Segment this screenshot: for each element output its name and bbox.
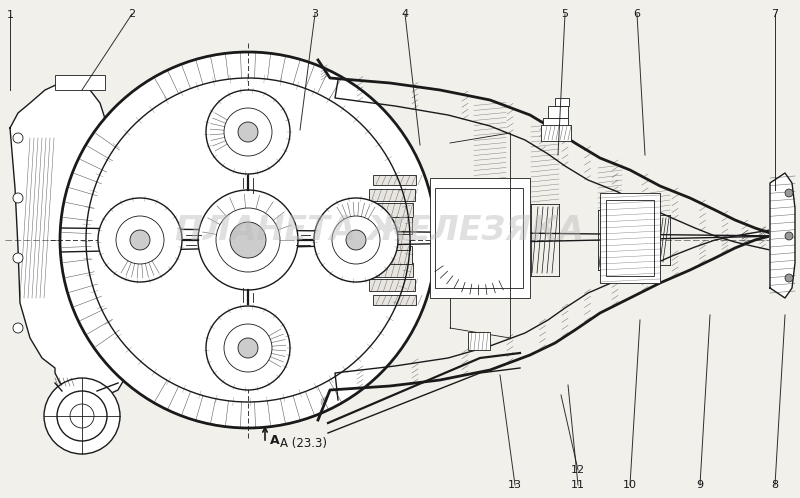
Circle shape (785, 189, 793, 197)
Circle shape (230, 222, 266, 258)
FancyBboxPatch shape (55, 75, 105, 90)
Bar (548, 106, 568, 118)
Polygon shape (10, 83, 125, 398)
FancyBboxPatch shape (541, 125, 571, 141)
Text: A: A (292, 112, 302, 124)
Bar (430, 178, 530, 298)
Circle shape (130, 230, 150, 250)
Circle shape (60, 52, 436, 428)
Bar (555, 98, 569, 106)
Circle shape (346, 230, 366, 250)
Bar (355, 230, 410, 250)
Bar (542, 118, 567, 138)
Circle shape (198, 190, 298, 290)
Circle shape (206, 90, 290, 174)
Text: 3: 3 (311, 9, 318, 19)
Text: 1: 1 (6, 10, 14, 20)
Circle shape (314, 198, 398, 282)
Bar (600, 193, 660, 283)
Bar (364, 203, 413, 217)
Circle shape (13, 253, 23, 263)
Text: 6: 6 (634, 9, 641, 19)
Text: 7: 7 (771, 9, 778, 19)
Circle shape (785, 274, 793, 282)
Circle shape (238, 338, 258, 358)
Bar (373, 295, 416, 305)
Bar (364, 263, 413, 277)
Circle shape (44, 378, 120, 454)
Circle shape (785, 232, 793, 240)
Polygon shape (770, 173, 795, 298)
Circle shape (98, 198, 182, 282)
Text: 8: 8 (771, 480, 778, 490)
Bar (369, 189, 414, 201)
Text: 13: 13 (508, 480, 522, 490)
Text: 11: 11 (571, 480, 585, 490)
Circle shape (238, 122, 258, 142)
Bar (369, 279, 414, 291)
Text: 9: 9 (697, 480, 703, 490)
Circle shape (13, 323, 23, 333)
Text: A: A (270, 433, 280, 447)
Circle shape (13, 193, 23, 203)
Bar (359, 216, 411, 234)
Text: 10: 10 (623, 480, 637, 490)
Text: 4: 4 (402, 9, 409, 19)
Text: A (23.3): A (23.3) (280, 437, 327, 450)
Bar (359, 247, 411, 263)
Text: 2: 2 (129, 9, 135, 19)
Text: 12: 12 (571, 465, 585, 475)
Bar (606, 200, 654, 276)
Bar (435, 188, 523, 288)
Circle shape (13, 133, 23, 143)
Circle shape (206, 306, 290, 390)
Bar (373, 175, 416, 185)
Text: ПЛАНЕТА ЖЕЛЕЗЯКА: ПЛАНЕТА ЖЕЛЕЗЯКА (175, 214, 585, 247)
Text: 5: 5 (562, 9, 569, 19)
Bar (468, 332, 490, 350)
